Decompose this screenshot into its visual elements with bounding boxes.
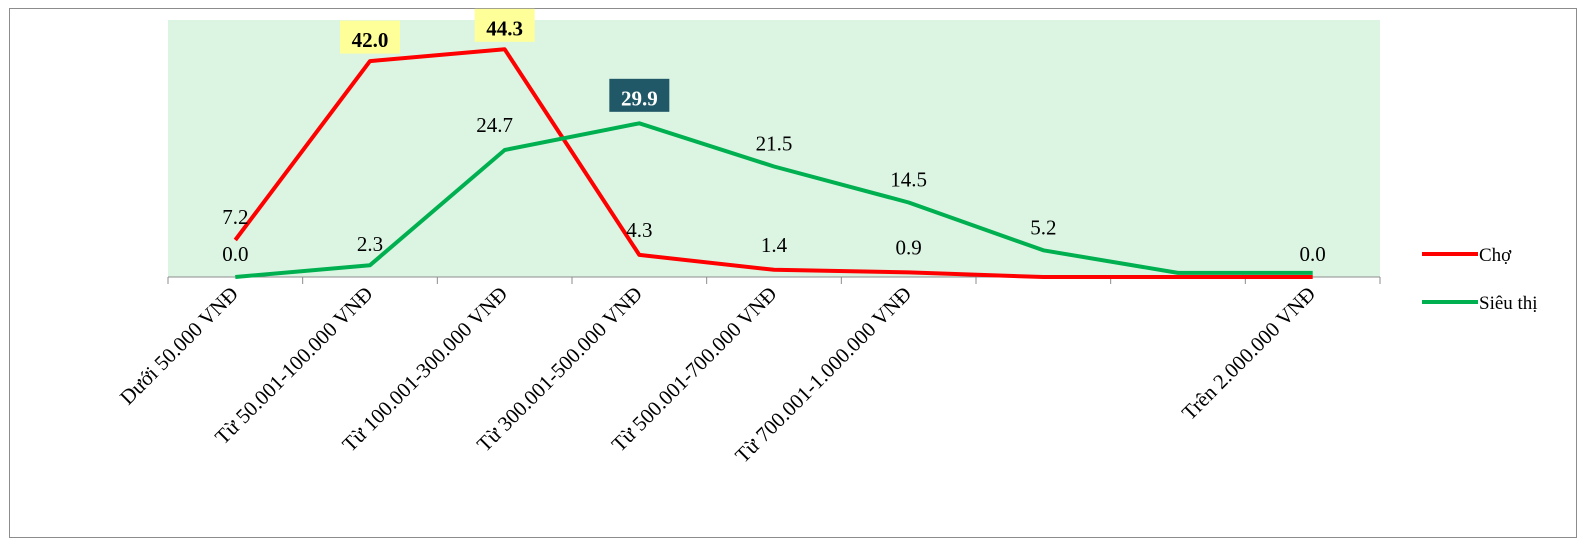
data-label: 42.0 bbox=[340, 20, 400, 54]
data-label-text: 21.5 bbox=[756, 131, 793, 155]
legend-item: Siêu thị bbox=[1422, 293, 1538, 314]
series-line-cho bbox=[233, 47, 1313, 279]
data-label: 7.2 bbox=[222, 205, 248, 229]
data-label: 0.0 bbox=[222, 242, 248, 266]
data-label-text: 0.0 bbox=[222, 242, 248, 266]
data-label-text: 24.7 bbox=[476, 113, 513, 137]
legend: Chợ Siêu thị bbox=[1422, 245, 1538, 314]
legend-label: Siêu thị bbox=[1479, 293, 1538, 314]
data-label: 5.2 bbox=[1030, 215, 1056, 239]
data-label-text: 42.0 bbox=[352, 28, 389, 52]
data-label: 44.3 bbox=[474, 8, 535, 42]
data-label-text: 4.3 bbox=[626, 218, 652, 242]
data-label-box bbox=[340, 20, 400, 54]
data-label: 2.3 bbox=[357, 232, 383, 256]
x-tick-label: Dưới 50.000 VNĐ bbox=[115, 282, 243, 410]
data-label-text: 29.9 bbox=[621, 86, 658, 110]
data-label: 1.4 bbox=[761, 233, 788, 257]
data-label-text: 7.2 bbox=[222, 205, 248, 229]
data-label: 24.7 bbox=[476, 113, 513, 137]
data-labels: 7.2 42.0 44.3 4.3 1.4 0.9 0.0 0.0 2.3 24.7 29.9 21.… bbox=[222, 8, 1326, 266]
data-label-box bbox=[609, 78, 670, 112]
legend-label: Chợ bbox=[1479, 245, 1512, 266]
x-tick-label: Trên 2.000.000 VNĐ bbox=[1177, 282, 1320, 425]
series-line-sieu-thi bbox=[235, 121, 1313, 279]
data-label-text: 5.2 bbox=[1030, 215, 1056, 239]
data-label-text: 0.9 bbox=[896, 235, 922, 259]
data-label-text: 0.0 bbox=[1300, 242, 1326, 266]
data-label: 14.5 bbox=[890, 167, 927, 191]
data-label: 0.0 bbox=[1300, 242, 1326, 266]
data-label-text: 1.4 bbox=[761, 233, 788, 257]
data-label: 21.5 bbox=[756, 131, 793, 155]
data-label-text: 14.5 bbox=[890, 167, 927, 191]
data-label-text: 2.3 bbox=[357, 232, 383, 256]
data-label: 29.9 bbox=[609, 78, 670, 112]
data-label: 4.3 bbox=[626, 218, 652, 242]
data-label-box bbox=[474, 8, 535, 42]
data-label: 0.9 bbox=[896, 235, 922, 259]
data-label-text: 44.3 bbox=[486, 16, 523, 40]
legend-item: Chợ bbox=[1422, 245, 1512, 266]
series-layer bbox=[233, 47, 1313, 279]
